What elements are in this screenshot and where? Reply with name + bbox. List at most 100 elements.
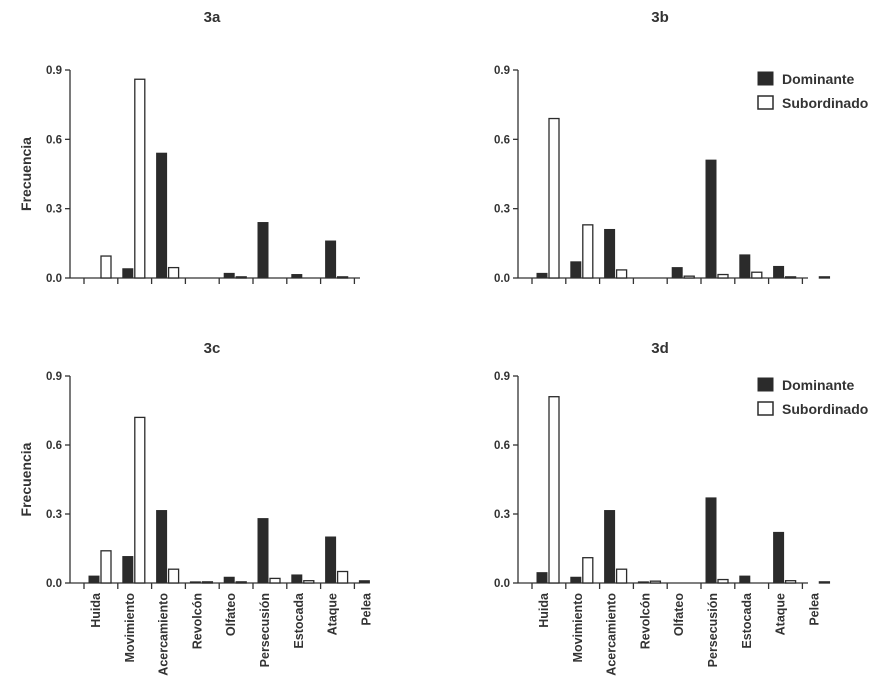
bar-dominante — [156, 152, 168, 279]
y-tick-label: 0.9 — [494, 371, 510, 383]
bar-dominante — [156, 510, 168, 584]
y-tick-label: 0.0 — [494, 578, 510, 590]
bar-subordinado — [303, 580, 315, 584]
y-axis-label: Frecuencia — [18, 442, 34, 516]
bar-subordinado — [818, 276, 831, 279]
bar-subordinado — [818, 581, 831, 584]
bar-dominante — [358, 580, 370, 584]
x-tick-label: Olfateo — [672, 593, 686, 636]
bar-subordinado — [336, 276, 349, 279]
x-tick-label: Ataque — [774, 593, 788, 635]
bar-dominante — [773, 265, 785, 279]
y-tick-label: 0.6 — [494, 440, 510, 452]
bar-subordinado — [784, 276, 797, 279]
bar-dominante — [739, 254, 751, 279]
bar-dominante — [325, 240, 337, 279]
bar-subordinado — [100, 255, 112, 279]
y-tick-label: 0.3 — [494, 204, 510, 216]
bar-subordinado — [717, 578, 729, 584]
bar-dominante — [570, 576, 582, 584]
x-tick-label: Persecusión — [258, 593, 272, 667]
bar-dominante — [739, 575, 751, 584]
x-tick-label: Huida — [89, 592, 103, 628]
bar-dominante — [257, 518, 269, 584]
y-axis-label: Frecuencia — [18, 137, 34, 211]
x-tick-label: Persecusión — [706, 593, 720, 667]
bar-dominante — [773, 531, 785, 584]
x-tick-label: Ataque — [326, 593, 340, 635]
bar-dominante — [291, 574, 303, 584]
bar-subordinado — [751, 271, 763, 279]
bar-subordinado — [100, 550, 112, 584]
bar-dominante — [325, 536, 337, 584]
bar-dominante — [705, 497, 717, 584]
chart-title: 3b — [651, 9, 669, 26]
chart-title: 3a — [204, 9, 221, 26]
bar-subordinado — [336, 570, 349, 584]
bar-subordinado — [235, 276, 247, 279]
bar-subordinado — [582, 224, 594, 279]
bar-dominante — [604, 510, 616, 584]
y-tick-label: 0.6 — [494, 134, 510, 146]
legend-label-subordinado: Subordinado — [782, 401, 868, 417]
x-tick-label: Revolcón — [190, 593, 204, 649]
legend-swatch-dominante — [757, 71, 774, 86]
bar-dominante — [223, 576, 235, 584]
x-tick-label: Estocada — [292, 592, 306, 649]
x-tick-label: Movimiento — [571, 593, 585, 663]
legend-label-dominante: Dominante — [782, 377, 855, 393]
legend-swatch-subordinado — [757, 401, 774, 416]
bar-dominante — [671, 267, 683, 279]
legend-swatch-dominante — [757, 377, 774, 392]
bar-dominante — [604, 228, 616, 279]
bar-dominante — [570, 261, 582, 279]
bar-subordinado — [717, 273, 729, 279]
bar-dominante — [189, 581, 201, 584]
bar-dominante — [637, 581, 649, 584]
x-tick-label: Olfateo — [224, 593, 238, 636]
legend-swatch-subordinado — [757, 95, 774, 110]
x-tick-label: Acercamiento — [605, 593, 619, 676]
bar-dominante — [122, 268, 134, 279]
chart-title: 3c — [204, 340, 221, 357]
bar-dominante — [122, 556, 134, 584]
y-tick-label: 0.0 — [46, 578, 62, 590]
chart-title: 3d — [651, 340, 669, 357]
bar-dominante — [223, 272, 235, 279]
y-tick-label: 0.9 — [46, 65, 62, 77]
x-tick-label: Pelea — [359, 592, 373, 626]
x-tick-label: Revolcón — [638, 593, 652, 649]
bar-dominante — [705, 159, 717, 279]
bar-subordinado — [548, 396, 560, 584]
bar-dominante — [536, 572, 548, 584]
bar-subordinado — [784, 580, 797, 584]
bar-subordinado — [235, 581, 247, 584]
x-tick-label: Estocada — [740, 592, 754, 649]
y-tick-label: 0.3 — [494, 509, 510, 521]
bar-subordinado — [134, 416, 146, 584]
chart-panel-3c: 3c Frecuencia 0.0 0.3 0.6 0.9 Huida Movimiento A… — [18, 340, 373, 676]
bar-dominante — [536, 272, 548, 279]
chart-panel-3a: 3a Frecuencia 0.0 0.3 0.6 0.9 — [18, 9, 360, 285]
x-tick-label: Movimiento — [123, 593, 137, 663]
bar-subordinado — [548, 117, 560, 279]
y-tick-label: 0.3 — [46, 509, 62, 521]
x-tick-label: Pelea — [807, 592, 821, 626]
bar-subordinado — [167, 266, 180, 279]
y-tick-label: 0.0 — [46, 273, 62, 285]
bar-subordinado — [201, 581, 214, 584]
bar-subordinado — [134, 78, 146, 279]
bar-subordinado — [269, 577, 281, 584]
bar-dominante — [291, 274, 303, 279]
bar-subordinado — [649, 580, 662, 584]
y-tick-label: 0.3 — [46, 204, 62, 216]
y-tick-label: 0.0 — [494, 273, 510, 285]
y-tick-label: 0.9 — [494, 65, 510, 77]
bar-dominante — [257, 222, 269, 279]
bar-subordinado — [167, 568, 180, 584]
bar-subordinado — [615, 568, 628, 584]
bar-subordinado — [582, 557, 594, 584]
y-tick-label: 0.9 — [46, 371, 62, 383]
legend-label-subordinado: Subordinado — [782, 95, 868, 111]
